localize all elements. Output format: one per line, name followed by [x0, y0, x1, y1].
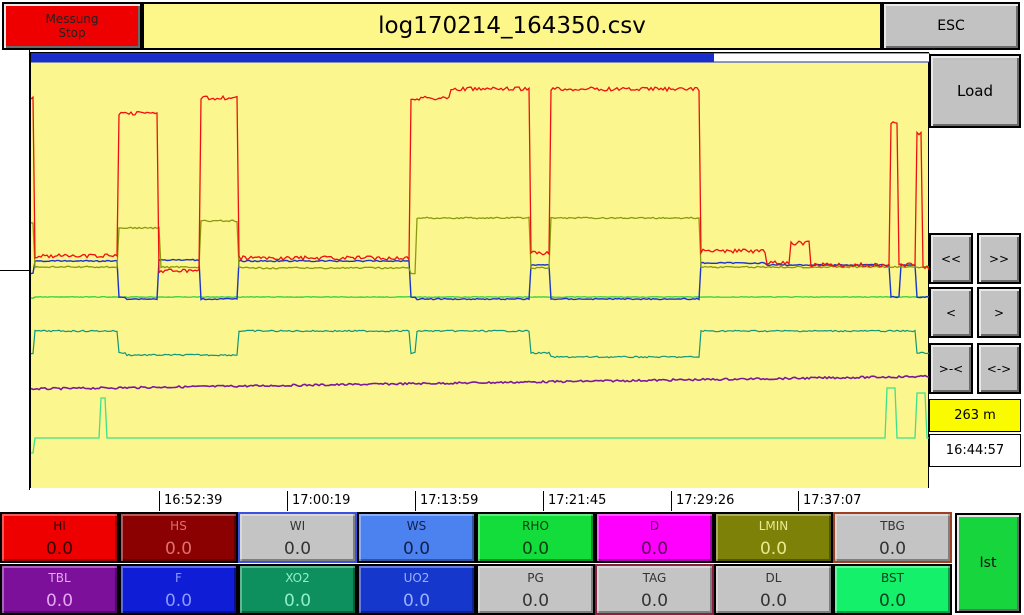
esc-button[interactable]: ESC	[882, 2, 1020, 50]
channel-panel: HI 0.0 HS 0.0 WI 0.0 WS 0.0 RHO 0.0 D 0.0 LMIN 0.0 TBG…	[0, 512, 953, 615]
channel-name: XO2	[285, 571, 310, 585]
zoom-in-label: >-<	[938, 361, 964, 376]
fast-forward-button[interactable]: >>	[977, 233, 1021, 284]
channel-value: 0.0	[45, 591, 74, 611]
channel-name: TAG	[642, 571, 667, 585]
fast-back-label: <<	[940, 251, 962, 266]
trace-lmin	[31, 216, 930, 275]
step-forward-label: >	[993, 305, 1005, 320]
channel-button-hs[interactable]: HS 0.0	[119, 512, 238, 563]
y-axis-tick	[0, 270, 30, 271]
trend-plot[interactable]	[30, 52, 930, 490]
channel-value: 0.0	[640, 591, 669, 611]
channel-button-wi[interactable]: WI 0.0	[238, 512, 357, 563]
step-forward-button[interactable]: >	[977, 287, 1021, 338]
channel-button-dl[interactable]: DL 0.0	[714, 564, 833, 615]
channel-name: DL	[765, 571, 782, 585]
channel-name: D	[649, 519, 660, 533]
y-axis-strip	[0, 50, 30, 490]
scroll-progress	[31, 53, 714, 62]
stop-button-line-1: Messung	[45, 12, 99, 26]
channel-button-hi[interactable]: HI 0.0	[0, 512, 119, 563]
zoom-in-button[interactable]: >-<	[929, 343, 973, 394]
fast-forward-label: >>	[988, 251, 1010, 266]
distance-value: 263 m	[954, 408, 996, 423]
channel-value: 0.0	[878, 591, 907, 611]
channel-name: F	[175, 571, 182, 585]
channel-button-lmin[interactable]: LMIN 0.0	[714, 512, 833, 563]
start-time-readout: 16:44:57	[929, 434, 1021, 467]
channel-value: 0.0	[878, 539, 907, 559]
ist-button[interactable]: Ist	[955, 513, 1021, 613]
distance-readout: 263 m	[929, 399, 1021, 432]
channel-button-tbl[interactable]: TBL 0.0	[0, 564, 119, 615]
trace-ws	[31, 258, 930, 301]
trace-tbl	[31, 374, 930, 391]
channel-name: TBG	[880, 519, 905, 533]
channel-name: HI	[53, 519, 66, 533]
channel-button-f[interactable]: F 0.0	[119, 564, 238, 615]
channel-value: 0.0	[759, 539, 788, 559]
channel-button-ws[interactable]: WS 0.0	[357, 512, 476, 563]
load-button-label: Load	[957, 82, 993, 100]
channel-button-uo2[interactable]: UO2 0.0	[357, 564, 476, 615]
channel-name: WI	[289, 519, 306, 533]
trend-plot-canvas	[31, 53, 930, 454]
channel-button-tbg[interactable]: TBG 0.0	[833, 512, 952, 563]
time-axis-label: 16:52:39	[159, 491, 222, 511]
channel-name: BST	[881, 571, 904, 585]
channel-value: 0.0	[759, 591, 788, 611]
channel-value: 0.0	[521, 591, 550, 611]
channel-name: TBL	[48, 571, 71, 585]
time-axis-label: 17:21:45	[543, 491, 606, 511]
channel-value: 0.0	[164, 539, 193, 559]
channel-button-pg[interactable]: PG 0.0	[476, 564, 595, 615]
trace-hi	[31, 86, 930, 275]
channel-button-d[interactable]: D 0.0	[595, 512, 714, 563]
channel-value: 0.0	[402, 539, 431, 559]
file-title-text: log170214_164350.csv	[378, 13, 646, 39]
channel-button-bst[interactable]: BST 0.0	[833, 564, 952, 615]
zoom-out-label: <->	[986, 361, 1012, 376]
channel-button-tag[interactable]: TAG 0.0	[595, 564, 714, 615]
file-title: log170214_164350.csv	[142, 2, 882, 50]
step-back-label: <	[945, 305, 957, 320]
channel-button-xo2[interactable]: XO2 0.0	[238, 564, 357, 615]
stop-button-line-2: Stop	[58, 26, 86, 40]
time-axis-label: 17:13:59	[415, 491, 478, 511]
fast-back-button[interactable]: <<	[929, 233, 973, 284]
ist-button-label: Ist	[979, 555, 997, 571]
trace-xo2	[31, 329, 930, 359]
measurement-stop-button[interactable]: Messung Stop	[2, 2, 142, 50]
channel-name: HS	[170, 519, 187, 533]
channel-name: WS	[406, 519, 427, 533]
channel-value: 0.0	[640, 539, 669, 559]
channel-name: PG	[527, 571, 544, 585]
zoom-out-button[interactable]: <->	[977, 343, 1021, 394]
channel-name: UO2	[403, 571, 430, 585]
trace-bst	[31, 387, 929, 454]
channel-button-rho[interactable]: RHO 0.0	[476, 512, 595, 563]
channel-value: 0.0	[521, 539, 550, 559]
channel-name: LMIN	[758, 519, 789, 533]
channel-value: 0.0	[45, 539, 74, 559]
trace-rho	[31, 296, 930, 299]
load-button[interactable]: Load	[929, 54, 1021, 128]
esc-button-label: ESC	[937, 18, 965, 34]
time-axis-label: 17:37:07	[798, 491, 861, 511]
time-axis-label: 17:29:26	[671, 491, 734, 511]
time-axis: 16:52:39 17:00:19 17:13:59 17:21:45 17:29:26…	[30, 488, 929, 512]
channel-value: 0.0	[283, 539, 312, 559]
channel-name: RHO	[522, 519, 549, 533]
time-axis-label: 17:00:19	[287, 491, 350, 511]
start-time-value: 16:44:57	[945, 443, 1005, 458]
step-back-button[interactable]: <	[929, 287, 973, 338]
channel-value: 0.0	[402, 591, 431, 611]
channel-value: 0.0	[164, 591, 193, 611]
channel-value: 0.0	[283, 591, 312, 611]
